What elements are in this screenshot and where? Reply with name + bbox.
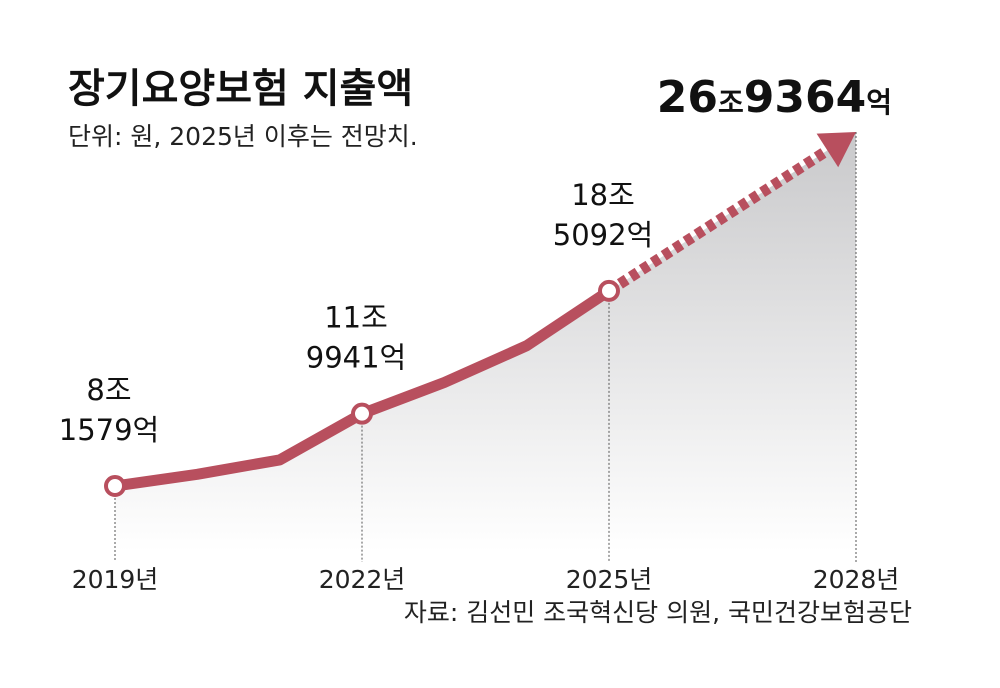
data-points (104, 279, 620, 497)
data-label-eok: 5092억 (553, 218, 653, 252)
data-label-2022: 11조 9941억 (306, 301, 406, 375)
data-point-2019 (104, 475, 126, 497)
data-label-jo: 18조 (571, 178, 635, 212)
highlight-label: 26조9364억 (657, 72, 892, 123)
guide-lines (114, 132, 857, 562)
chart-subtitle: 단위: 원, 2025년 이후는 전망치. (68, 122, 418, 151)
x-axis-ticks: 2019년 2022년 2025년 2028년 (72, 565, 900, 594)
highlight-eok-unit: 억 (866, 86, 892, 119)
x-tick-label: 2019년 (72, 565, 159, 594)
x-tick-label: 2025년 (566, 565, 653, 594)
data-label-eok: 1579억 (59, 413, 159, 447)
area-fill (115, 132, 856, 552)
data-label-jo: 8조 (86, 373, 131, 407)
data-labels: 8조 1579억 11조 9941억 18조 5092억 (59, 178, 653, 447)
highlight-eok-number: 9364 (744, 72, 866, 123)
source-note: 자료: 김선민 조국혁신당 의원, 국민건강보험공단 (404, 598, 912, 627)
series-line-projection (606, 145, 831, 296)
x-tick-label: 2028년 (813, 565, 900, 594)
data-label-2025: 18조 5092억 (553, 178, 653, 252)
data-label-jo: 11조 (324, 301, 388, 335)
data-point-2025 (598, 279, 620, 302)
highlight-jo-number: 26 (657, 72, 718, 123)
data-label-2019: 8조 1579억 (59, 373, 159, 447)
data-label-eok: 9941억 (306, 341, 406, 375)
projection-arrow-icon (816, 132, 856, 168)
chart-title: 장기요양보험 지출액 (68, 66, 413, 112)
x-tick-label: 2022년 (319, 565, 406, 594)
highlight-jo-unit: 조 (718, 86, 744, 119)
data-point-2022 (351, 402, 373, 425)
